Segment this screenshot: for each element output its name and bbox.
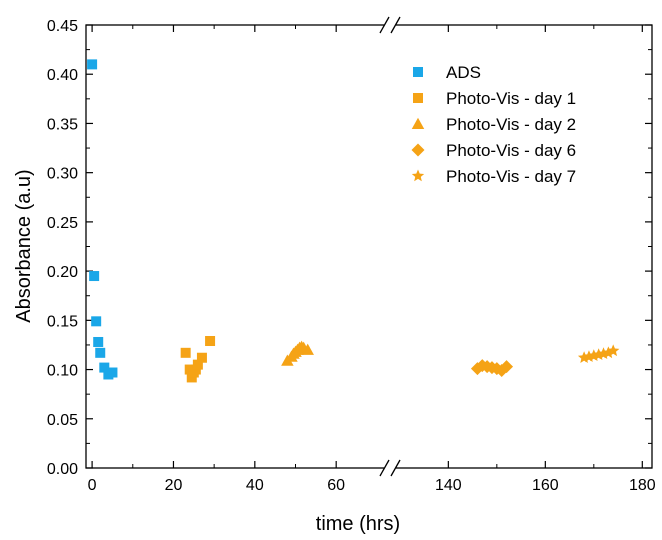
y-axis-title: Absorbance (a.u): [13, 169, 35, 322]
axis-break-mark: [379, 459, 390, 477]
data-point: [99, 362, 110, 373]
y-tick-label: 0.15: [47, 313, 78, 330]
series-4: [577, 344, 620, 363]
legend-label: Photo-Vis - day 2: [446, 115, 576, 134]
y-tick-label: 0.10: [47, 363, 78, 380]
legend-marker: [413, 93, 423, 103]
axis-break-mark: [390, 16, 401, 34]
y-tick-label: 0.05: [47, 412, 78, 429]
y-tick-label: 0.40: [47, 67, 78, 84]
axis-break-gap: [384, 460, 396, 476]
data-point: [607, 344, 620, 357]
data-point: [301, 343, 314, 355]
x-tick-label: 180: [629, 477, 656, 494]
y-tick-label: 0.45: [47, 18, 78, 35]
x-tick-label: 20: [165, 477, 183, 494]
legend-marker: [413, 67, 423, 77]
legend-marker: [411, 143, 425, 157]
x-tick-label: 40: [246, 477, 264, 494]
x-tick-label: 60: [327, 477, 345, 494]
data-point: [602, 346, 615, 359]
data-point: [91, 316, 102, 327]
plot-frame: [85, 24, 653, 469]
data-point: [205, 336, 216, 347]
data-point: [95, 347, 106, 358]
data-point: [196, 352, 207, 363]
y-tick-label: 0.25: [47, 215, 78, 232]
series-0: [87, 59, 118, 380]
x-tick-label: 160: [532, 477, 559, 494]
x-axis-title: time (hrs): [316, 513, 400, 535]
axis-break-gap: [384, 17, 396, 33]
data-point: [93, 336, 104, 347]
legend: ADS Photo-Vis - day 1 Photo-Vis - day 2 Pho…: [411, 63, 576, 186]
y-tick-label: 0.35: [47, 116, 78, 133]
series-1: [180, 336, 216, 383]
data-point: [500, 360, 514, 374]
series-3: [470, 359, 514, 378]
x-tick-label: 140: [435, 477, 462, 494]
data-point: [192, 359, 203, 370]
legend-label: Photo-Vis - day 7: [446, 167, 576, 186]
legend-marker: [411, 117, 425, 129]
y-tick-label: 0.30: [47, 166, 78, 183]
series-2: [281, 340, 314, 366]
legend-label: Photo-Vis - day 1: [446, 89, 576, 108]
legend-marker: [411, 169, 425, 182]
data-point: [87, 59, 98, 70]
data-point: [89, 271, 100, 282]
legend-label: Photo-Vis - day 6: [446, 141, 576, 160]
data-point: [107, 367, 118, 378]
data-point: [180, 347, 191, 358]
y-tick-label: 0.20: [47, 264, 78, 281]
axis-break-mark: [390, 459, 401, 477]
y-tick-label: 0.00: [47, 461, 78, 478]
legend-label: ADS: [446, 63, 481, 82]
x-tick-label: 0: [88, 477, 97, 494]
axis-break-mark: [379, 16, 390, 34]
